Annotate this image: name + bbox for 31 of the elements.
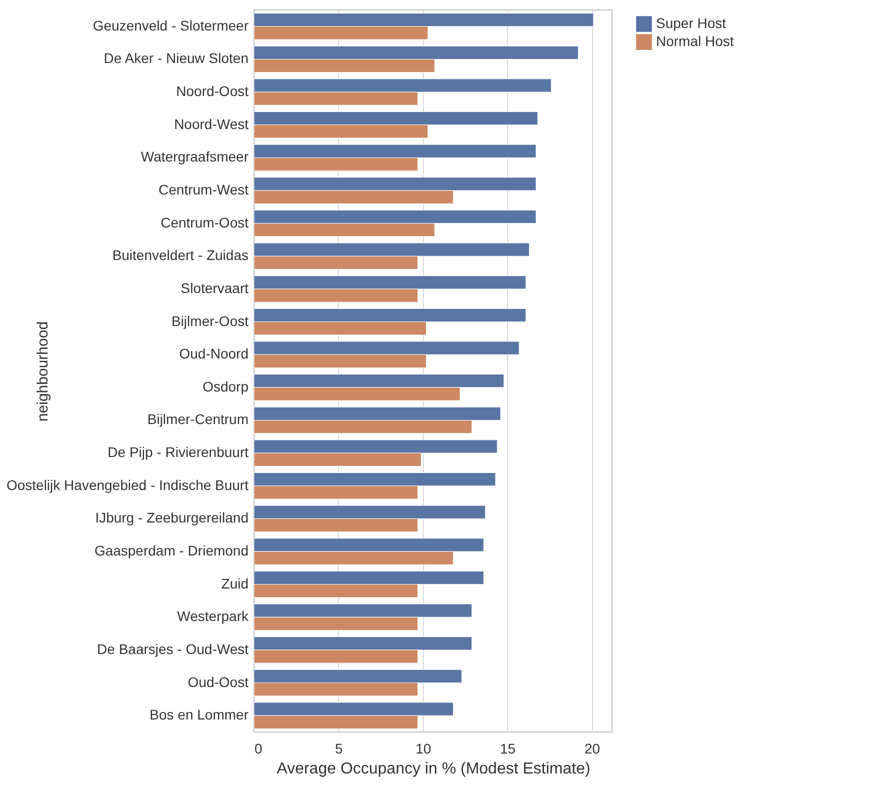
legend-label: Super Host (656, 15, 726, 31)
y-tick-label: Centrum-West (158, 182, 249, 198)
y-tick-label: De Pijp - Rivierenbuurt (108, 444, 249, 460)
y-tick-label: De Aker - Nieuw Sloten (104, 50, 248, 66)
x-tick-label: 5 (335, 740, 344, 756)
y-tick-label: Zuid (221, 575, 248, 592)
y-tick-label: Watergraafsmeer (140, 148, 249, 165)
y-tick-label: Bos en Lommer (150, 706, 249, 723)
y-tick-label: Noord-Oost (176, 83, 249, 100)
y-tick-label: Osdorp (202, 378, 249, 394)
y-tick-label: Oostelijk Havengebied - Indische Buurt (6, 476, 249, 493)
legend-label: Normal Host (656, 33, 734, 49)
y-tick-label: Oud-Noord (179, 346, 248, 362)
y-tick-label: Gaasperdam - Driemond (94, 542, 248, 558)
y-tick-label: Noord-West (174, 116, 249, 132)
y-tick-label: Centrum-Oost (160, 214, 249, 230)
x-tick-label: 10 (416, 740, 432, 756)
y-tick-label: IJburg - Zeeburgereiland (95, 510, 248, 526)
y-tick-label: Oud-Oost (188, 674, 249, 690)
y-tick-label: Geuzenveld - Slotermeer (92, 17, 249, 34)
y-tick-label: Bijlmer-Centrum (147, 411, 248, 428)
y-tick-label: Bijlmer-Oost (171, 312, 249, 329)
x-axis-title: Average Occupancy in % (Modest Estimate) (276, 760, 590, 778)
y-tick-label: Buitenveldert - Zuidas (112, 247, 248, 264)
y-axis-title: neighbourhood (34, 321, 52, 422)
x-tick-label: 20 (584, 740, 600, 756)
y-tick-label: Westerpark (177, 608, 250, 624)
y-tick-label: Slotervaart (180, 280, 249, 296)
y-tick-label: De Baarsjes - Oud-West (97, 640, 249, 657)
x-tick-label: 0 (254, 740, 262, 756)
x-tick-label: 15 (500, 740, 516, 756)
